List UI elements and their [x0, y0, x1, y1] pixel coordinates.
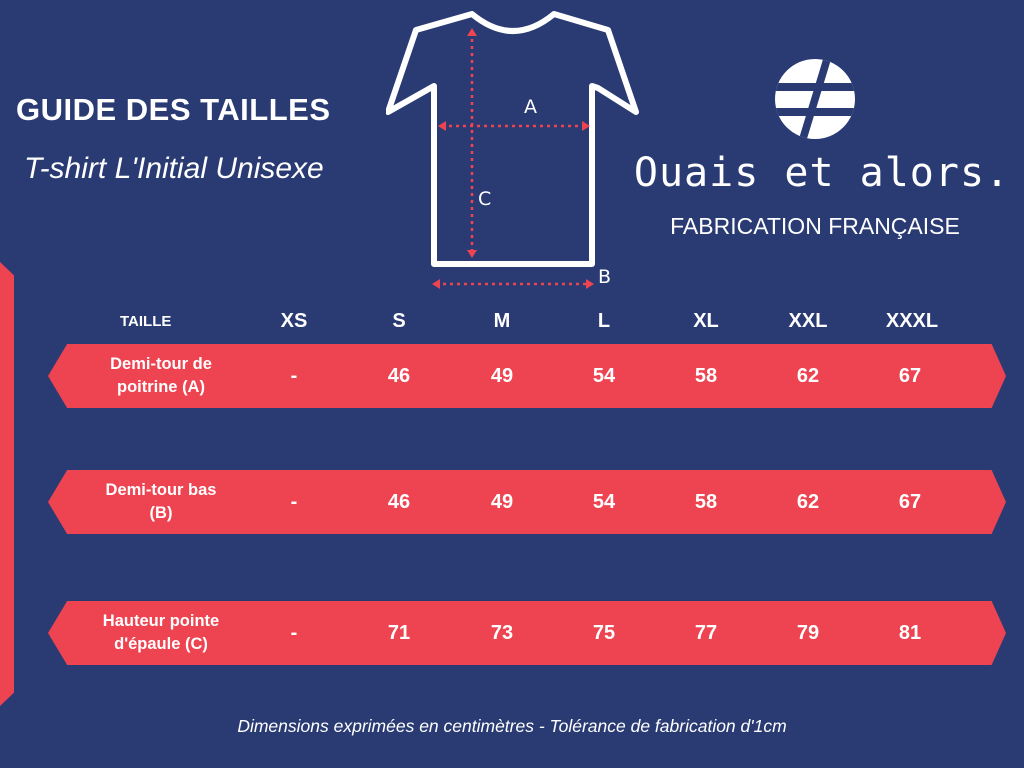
arrowhead-c-bottom — [467, 250, 477, 258]
table-cell: 58 — [694, 490, 718, 513]
row-label-height: Hauteur pointe d'épaule (C) — [102, 612, 220, 653]
size-header-s: S — [392, 310, 406, 332]
size-header-xxl: XXL — [788, 310, 828, 332]
size-header-xs: XS — [280, 310, 308, 332]
table-row: Demi-tour bas (B) - 46 49 54 58 62 67 — [48, 470, 1006, 534]
size-header-row: TAILLE XS S M L XL XXL XXXL — [0, 310, 1024, 336]
decorative-side-strip — [0, 262, 14, 706]
table-cell: 54 — [592, 490, 616, 513]
size-header-m: M — [493, 310, 511, 332]
tshirt-diagram — [386, 11, 639, 289]
table-cell: 73 — [490, 621, 514, 644]
table-row: Demi-tour de poitrine (A) - 46 49 54 58 … — [48, 344, 1006, 408]
tshirt-outline — [386, 11, 639, 267]
size-header-label: TAILLE — [120, 313, 172, 330]
table-cell: 62 — [796, 490, 820, 513]
arrowhead-a-left — [438, 121, 446, 131]
dimension-label-c: C — [478, 188, 492, 210]
table-cell: 46 — [387, 490, 411, 513]
table-cell: 71 — [387, 621, 411, 644]
table-cell: - — [290, 364, 298, 387]
table-cell: 75 — [592, 621, 616, 644]
arrowhead-a-right — [582, 121, 590, 131]
table-cell: - — [290, 621, 298, 644]
table-cell: 58 — [694, 364, 718, 387]
arrowhead-b-right — [586, 279, 594, 289]
page-subtitle: T-shirt L'Initial Unisexe — [24, 152, 324, 185]
brand-tagline: FABRICATION FRANÇAISE — [670, 213, 960, 239]
table-cell: 67 — [898, 364, 922, 387]
size-header-xxxl: XXXL — [885, 310, 939, 332]
table-row: Hauteur pointe d'épaule (C) - 71 73 75 7… — [48, 601, 1006, 665]
dimension-label-a: A — [524, 96, 537, 118]
dimension-label-b: B — [598, 266, 612, 288]
brand-logo-icon — [775, 59, 855, 139]
footnote: Dimensions exprimées en centimètres - To… — [237, 716, 787, 736]
arrowhead-c-top — [467, 28, 477, 36]
table-cell: 46 — [387, 364, 411, 387]
table-cell: 49 — [490, 490, 514, 513]
table-cell: 67 — [898, 490, 922, 513]
table-cell: 54 — [592, 364, 616, 387]
table-cell: - — [290, 490, 298, 513]
table-cell: 49 — [490, 364, 514, 387]
page-title: GUIDE DES TAILLES — [16, 92, 331, 127]
table-cell: 79 — [796, 621, 820, 644]
row-label-chest: Demi-tour de poitrine (A) — [110, 355, 212, 396]
table-cell: 62 — [796, 364, 820, 387]
row-label-hem: Demi-tour bas (B) — [105, 481, 217, 522]
size-header-xl: XL — [693, 310, 719, 332]
table-cell: 81 — [898, 621, 922, 644]
arrowhead-b-left — [432, 279, 440, 289]
size-header-l: L — [597, 310, 611, 332]
table-cell: 77 — [694, 621, 718, 644]
brand-name: Ouais et alors. — [633, 150, 1011, 196]
